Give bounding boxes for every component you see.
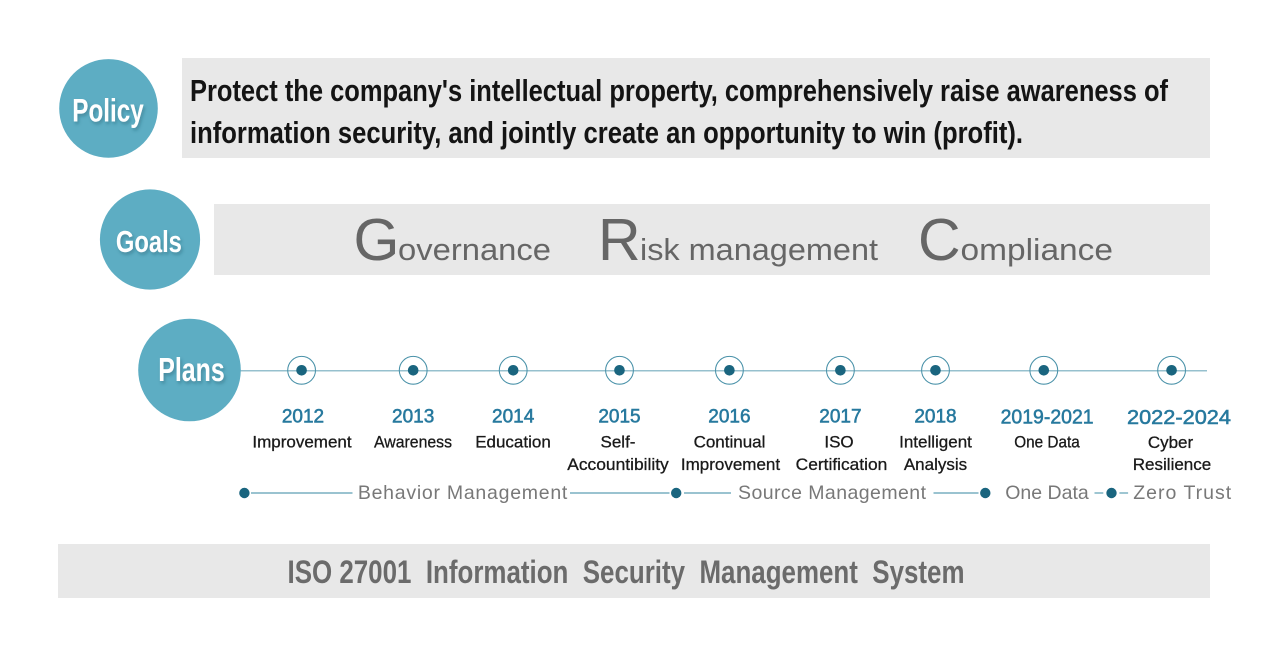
svg-text:Analysis: Analysis — [904, 455, 967, 474]
svg-text:One Data: One Data — [1014, 433, 1080, 452]
svg-text:Plans: Plans — [158, 351, 225, 388]
svg-text:One Data: One Data — [1005, 482, 1089, 504]
svg-text:Certification: Certification — [796, 455, 888, 474]
svg-text:C: C — [918, 207, 961, 273]
svg-text:R: R — [598, 207, 641, 273]
svg-text:Awareness: Awareness — [374, 433, 452, 452]
svg-text:Source Management: Source Management — [738, 482, 927, 504]
svg-text:Resilience: Resilience — [1133, 455, 1211, 474]
svg-text:2014: 2014 — [492, 407, 535, 428]
svg-text:Improvement: Improvement — [252, 433, 351, 452]
svg-text:Behavior Management: Behavior Management — [358, 482, 568, 504]
svg-text:Accountibility: Accountibility — [567, 455, 669, 474]
svg-text:2016: 2016 — [708, 407, 750, 428]
svg-text:Policy: Policy — [72, 93, 144, 129]
svg-text:Cyber: Cyber — [1148, 433, 1194, 452]
svg-text:2013: 2013 — [392, 407, 434, 428]
svg-text:Goals: Goals — [116, 224, 182, 259]
svg-text:ISO: ISO — [824, 433, 853, 452]
svg-text:Intelligent: Intelligent — [899, 433, 972, 452]
svg-text:isk management: isk management — [640, 232, 878, 267]
svg-text:2015: 2015 — [598, 407, 640, 428]
svg-text:ISO 27001 Information Securi: ISO 27001 Information Security Managemen… — [288, 554, 965, 590]
svg-text:Zero Trust: Zero Trust — [1133, 482, 1232, 504]
svg-text:2017: 2017 — [819, 407, 861, 428]
svg-text:2018: 2018 — [914, 407, 956, 428]
svg-text:ompliance: ompliance — [961, 232, 1114, 267]
svg-text:Protect the company's intellec: Protect the company's intellectual prope… — [190, 73, 1169, 108]
svg-text:2019-2021: 2019-2021 — [1001, 406, 1094, 429]
svg-text:Improvement: Improvement — [681, 455, 780, 474]
svg-text:2012: 2012 — [282, 407, 324, 428]
svg-text:information security, and join: information security, and jointly create… — [190, 115, 1023, 150]
svg-text:G: G — [354, 207, 400, 273]
svg-text:Education: Education — [475, 433, 551, 452]
svg-text:overnance: overnance — [398, 232, 551, 267]
svg-text:Self-: Self- — [601, 433, 636, 452]
svg-text:2022-2024: 2022-2024 — [1127, 406, 1231, 429]
svg-text:Continual: Continual — [694, 433, 766, 452]
